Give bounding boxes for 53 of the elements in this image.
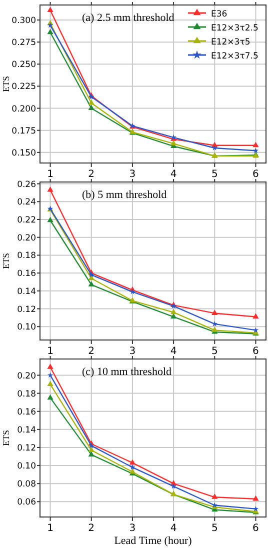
x-tick-label: 5 [211,523,218,534]
y-tick-label: 0.08 [17,480,36,490]
x-tick-label: 6 [252,346,259,357]
x-tick-label: 1 [47,346,54,357]
x-tick-label: 1 [47,169,54,180]
y-tick-label: 0.20 [17,371,36,382]
y-tick-label: 0.20 [17,233,36,244]
y-tick-label: 0.200 [12,104,36,114]
x-tick-label: 5 [211,346,218,357]
x-tick-label: 4 [170,346,177,357]
y-tick-label: 0.12 [17,304,36,315]
x-tick-label: 2 [88,523,95,534]
text: (a) 2.5 mm threshold [82,12,175,24]
y-tick-label: 0.22 [17,215,36,226]
y-axis-title: ETS [1,76,11,92]
x-tick-label: 3 [129,523,136,534]
x-tick-label: 4 [170,169,177,180]
y-tick-label: 0.16 [17,269,36,280]
x-tick-label: 4 [170,523,177,534]
x-tick-label: 6 [252,523,259,534]
y-tick-label: 0.175 [12,126,36,136]
y-tick-label: 0.06 [17,498,36,508]
x-tick-label: 2 [88,346,95,357]
y-tick-label: 0.14 [17,286,36,297]
y-tick-label: 0.250 [12,60,36,70]
y-tick-label: 0.10 [17,322,36,333]
legend-label: E12×3τ2.5 [211,24,258,34]
x-tick-label: 5 [211,169,218,180]
y-tick-label: 0.24 [17,198,36,208]
y-tick-label: 0.16 [17,407,36,418]
y-tick-label: 0.150 [12,148,36,158]
y-tick-label: 0.10 [17,462,36,472]
y-axis-title: ETS [1,430,11,446]
x-axis-title: Lead Time (hour) [114,535,192,547]
text: (c) 10 mm threshold [82,366,172,378]
y-axis-title: ETS [1,252,11,270]
text: (b) 5 mm threshold [82,189,168,201]
legend-label: E36 [211,10,228,20]
x-tick-label: 1 [47,523,54,534]
x-tick-label: 6 [252,169,259,180]
x-tick-label: 2 [88,169,95,180]
legend-label: E12×3τ7.5 [211,52,258,62]
y-tick-label: 0.18 [17,389,36,400]
y-tick-label: 0.300 [12,16,36,26]
y-tick-label: 0.275 [12,38,36,48]
y-tick-label: 0.26 [17,180,36,190]
y-tick-label: 0.12 [17,443,36,454]
y-tick-label: 0.14 [17,425,36,436]
y-tick-label: 0.225 [12,82,36,92]
x-tick-label: 3 [129,346,136,357]
legend-label: E12×3τ5 [211,38,250,48]
x-tick-label: 3 [129,169,136,180]
y-tick-label: 0.18 [17,251,36,262]
